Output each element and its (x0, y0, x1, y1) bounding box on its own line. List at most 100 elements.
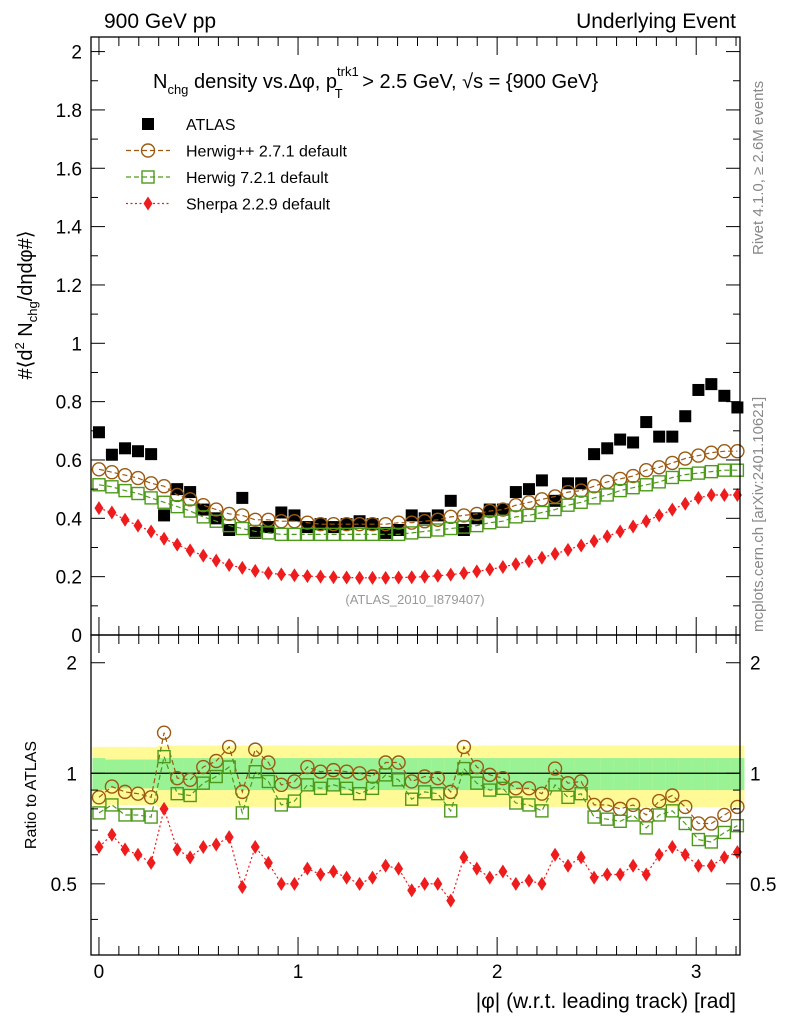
data-point (665, 470, 680, 485)
data-point (313, 527, 328, 542)
data-point (184, 486, 197, 499)
axes: 0 0.2 0.4 0.6 0.8 1 1.2 1.4 1.6 1.8 2 0.5 0.5 1 1 2 2 0 1 2… (51, 36, 776, 983)
band-inner-bin (274, 758, 289, 791)
ratio-point (339, 781, 354, 796)
data-point (627, 436, 640, 449)
ratio-point (496, 781, 510, 796)
ratio-point (91, 790, 107, 805)
ratio-point (316, 867, 326, 882)
ratio-point (183, 788, 197, 803)
ratio-point (133, 847, 143, 862)
ratio-point (131, 808, 145, 822)
ratio-frame (90, 634, 741, 956)
band-inner-bin (287, 758, 302, 791)
band-inner-bin (626, 758, 641, 791)
legend-entry: Herwig 7.2.1 default (126, 170, 329, 187)
data-point (145, 448, 158, 461)
ratio-point (589, 870, 599, 885)
data-point (144, 491, 158, 505)
ratio-point (472, 861, 482, 876)
data-point (600, 488, 614, 502)
data-point (483, 503, 496, 516)
ratio-point (433, 876, 443, 891)
data-point (326, 527, 341, 542)
data-point (172, 537, 182, 552)
data-point (196, 510, 210, 524)
data-point (131, 486, 145, 501)
data-point (601, 442, 614, 455)
data-point (107, 505, 117, 520)
main-ytick-label: 2 (71, 43, 82, 64)
data-point (537, 550, 547, 565)
data-point (158, 509, 171, 522)
data-point (198, 548, 208, 563)
data-point (625, 468, 641, 484)
data-point (574, 495, 588, 509)
data-point (381, 570, 391, 585)
data-point (508, 497, 524, 513)
data-point (459, 566, 469, 581)
data-point (640, 416, 653, 429)
ratio-point (394, 861, 404, 876)
ratio-point (509, 796, 523, 810)
band-inner-bin (730, 758, 745, 791)
band-inner-bin (326, 758, 341, 791)
data-point (405, 526, 419, 540)
data-point (717, 463, 732, 477)
data-point (587, 491, 601, 505)
ratio-point (548, 778, 562, 792)
ratio-point (105, 798, 119, 812)
data-point (444, 521, 458, 536)
band-inner-bin (170, 758, 185, 791)
ratio-point (261, 755, 276, 770)
ratio-point (378, 768, 393, 782)
data-point (496, 514, 510, 528)
band-inner-bin (365, 758, 380, 791)
data-point (731, 401, 744, 414)
ratio-point (221, 739, 237, 755)
band-inner-bin (678, 758, 693, 791)
ratio-point (456, 739, 472, 755)
data-point (680, 496, 690, 511)
ratio-point (92, 806, 106, 820)
band-inner-bin (222, 758, 237, 791)
data-point (626, 480, 640, 495)
ratio-point (600, 812, 614, 826)
data-point (498, 560, 508, 575)
data-point (654, 508, 664, 523)
data-point (170, 499, 184, 514)
ratio-point (313, 781, 328, 796)
data-point (485, 562, 495, 577)
band-inner-bin (652, 758, 667, 791)
data-point (104, 465, 120, 480)
data-point (678, 451, 693, 466)
data-point (679, 410, 692, 423)
data-point (639, 478, 653, 492)
data-point (612, 471, 628, 487)
data-point (287, 527, 302, 542)
series-0 (92, 378, 744, 539)
ratio-point (563, 858, 573, 873)
ratio-point (693, 858, 703, 873)
data-point (263, 566, 273, 581)
band-inner-bin (535, 758, 549, 791)
legend-marker (142, 118, 154, 130)
ratio-point (561, 790, 575, 805)
data-point (628, 519, 638, 534)
ratio-point (665, 804, 680, 818)
ratio-point (483, 783, 497, 797)
ratio-point (302, 861, 312, 876)
ratio-point (665, 788, 680, 803)
data-point (534, 492, 550, 507)
ratio-point (470, 776, 484, 790)
ratio-point (198, 839, 208, 854)
band-inner-bin (92, 758, 106, 791)
ratio-point (130, 786, 146, 801)
main-ytick-label: 1 (71, 334, 82, 355)
legend-label: Herwig++ 2.7.1 default (186, 144, 348, 161)
data-point (718, 389, 731, 402)
data-point (185, 543, 195, 558)
legend-entry: ATLAS (142, 117, 236, 134)
ratio-point (250, 839, 260, 854)
data-point (575, 477, 588, 490)
